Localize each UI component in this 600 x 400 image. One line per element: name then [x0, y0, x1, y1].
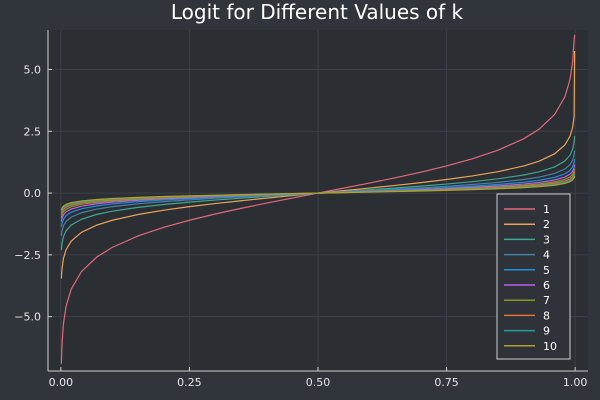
series-lines [60, 34, 576, 364]
legend-label-k9: 9 [543, 325, 550, 338]
x-tick-label: 0.75 [434, 376, 459, 389]
legend-label-k3: 3 [543, 233, 550, 246]
legend-label-k2: 2 [543, 218, 550, 231]
y-tick-label: 2.5 [24, 125, 42, 138]
legend-label-k10: 10 [543, 340, 557, 353]
legend-label-k6: 6 [543, 279, 550, 292]
tick-labels: 0.00 0.25 0.50 0.75 1.00 −5.0 −2.5 0.0 2.5 5.0 [14, 64, 587, 389]
axes [47, 30, 588, 372]
x-tick-label: 0.00 [49, 376, 74, 389]
y-tick-label: −2.5 [14, 249, 41, 262]
legend-label-k5: 5 [543, 264, 550, 277]
legend-label-k1: 1 [543, 203, 550, 216]
series-line-k10 [60, 175, 576, 211]
legend: 1 2 3 4 5 6 7 8 9 10 [496, 193, 571, 360]
legend-label-k8: 8 [543, 309, 550, 322]
legend-label-k4: 4 [543, 249, 550, 262]
legend-box [496, 193, 571, 360]
y-tick-label: −5.0 [14, 311, 41, 324]
x-tick-label: 0.25 [177, 376, 202, 389]
y-tick-label: 0.0 [24, 187, 42, 200]
x-tick-label: 0.50 [306, 376, 331, 389]
legend-label-k7: 7 [543, 294, 550, 307]
x-tick-label: 1.00 [563, 376, 588, 389]
chart-title: Logit for Different Values of k [171, 0, 464, 24]
y-tick-label: 5.0 [24, 64, 42, 77]
